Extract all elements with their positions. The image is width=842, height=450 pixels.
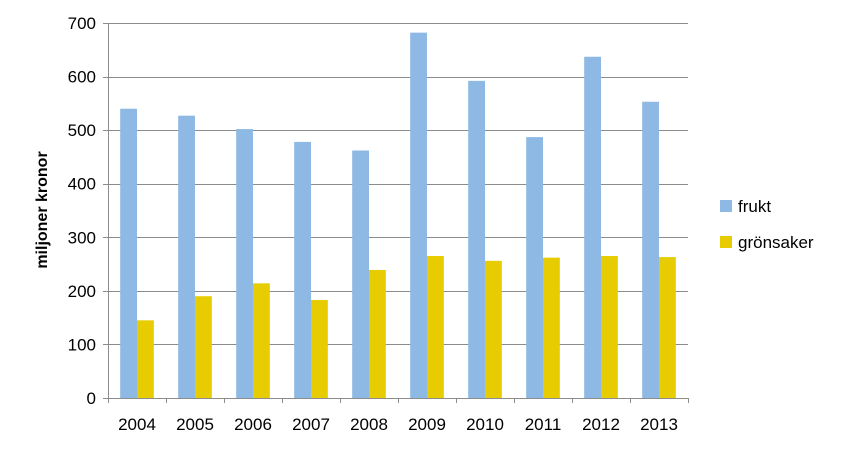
y-tick-label: 700 (68, 14, 96, 33)
bar-grönsaker-2007 (311, 299, 328, 398)
x-tick-label: 2008 (350, 415, 388, 434)
legend: frukt grönsaker (720, 197, 814, 252)
y-tick-labels: 0 100 200 300 400 500 600 700 (68, 14, 96, 408)
y-tick-label: 100 (68, 335, 96, 354)
bar-frukt-2005 (178, 115, 195, 398)
y-tick-label: 600 (68, 68, 96, 87)
bar-grönsaker-2006 (253, 283, 270, 398)
bar-grönsaker-2009 (427, 256, 444, 398)
y-tick-label: 200 (68, 282, 96, 301)
bar-frukt-2007 (294, 141, 311, 398)
bar-frukt-2004 (120, 108, 137, 398)
bar-grönsaker-2012 (601, 256, 618, 398)
y-tick-label: 300 (68, 228, 96, 247)
bar-frukt-2009 (410, 32, 427, 399)
x-tick-label: 2011 (525, 415, 562, 434)
axes (108, 23, 689, 403)
bar-frukt-2012 (584, 56, 601, 398)
x-tick-label: 2007 (292, 415, 330, 434)
y-tick-label: 500 (68, 121, 96, 140)
bar-grönsaker-2004 (137, 320, 154, 398)
bar-grönsaker-2011 (543, 257, 560, 398)
x-tick-label: 2013 (640, 415, 678, 434)
bar-frukt-2008 (352, 150, 369, 398)
legend-swatch-grönsaker (720, 236, 732, 248)
x-tick-label: 2009 (408, 415, 446, 434)
bar-frukt-2006 (236, 129, 253, 399)
legend-label: frukt (738, 197, 771, 216)
x-tick-label: 2012 (582, 415, 620, 434)
x-tick-label: 2004 (118, 415, 156, 434)
bar-grönsaker-2008 (369, 269, 386, 398)
bar-grönsaker-2010 (485, 260, 502, 398)
x-tick-label: 2010 (466, 415, 504, 434)
x-tick-labels: 2004 2005 2006 2007 2008 2009 2010 2011 2012 2013 (118, 415, 678, 434)
bar-frukt-2010 (468, 80, 485, 398)
x-tick-label: 2006 (234, 415, 272, 434)
y-tick-label: 400 (68, 175, 96, 194)
y-tick-label: 0 (87, 389, 96, 408)
bar-frukt-2011 (526, 137, 543, 398)
bars (120, 32, 676, 399)
y-axis-label: miljoner kronor (34, 151, 51, 268)
bar-grönsaker-2005 (195, 296, 212, 398)
legend-label: grönsaker (738, 233, 814, 252)
bar-frukt-2013 (642, 101, 659, 398)
x-tick-label: 2005 (176, 415, 214, 434)
bar-grönsaker-2013 (659, 257, 676, 398)
legend-swatch-frukt (720, 200, 732, 212)
